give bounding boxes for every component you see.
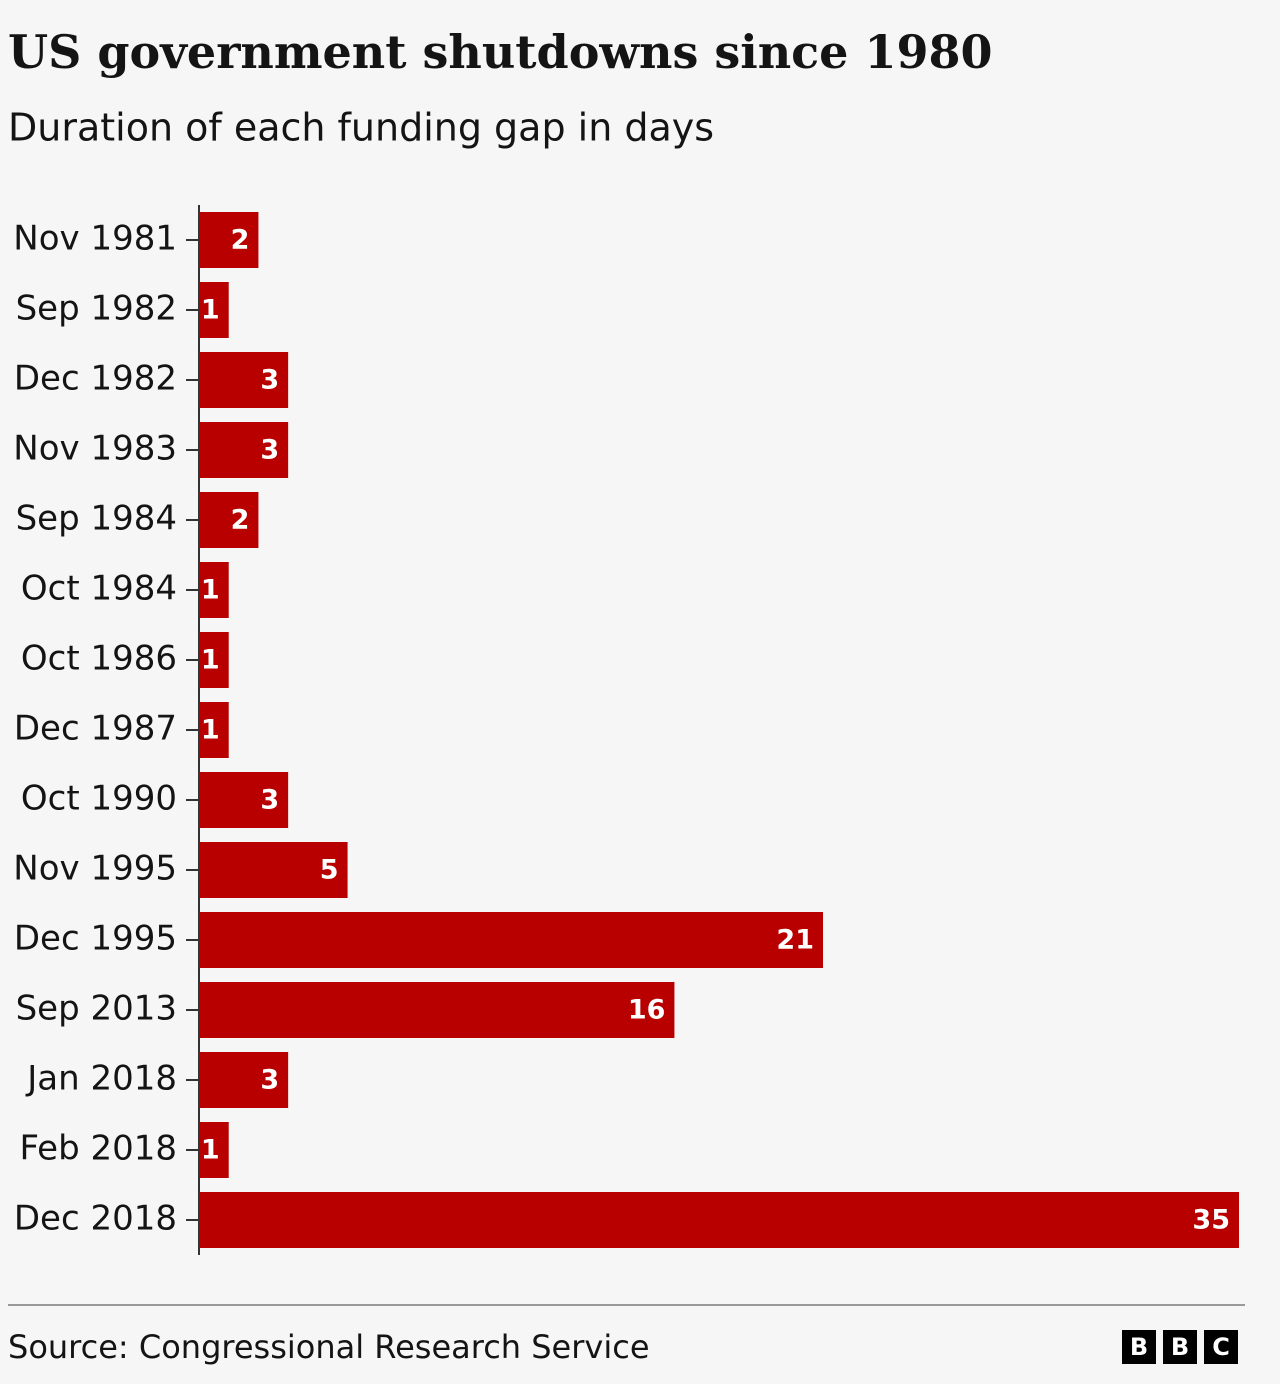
bar: [199, 562, 229, 618]
logo-letter: B: [1171, 1333, 1189, 1361]
value-label: 2: [231, 505, 250, 536]
value-label: 1: [201, 645, 220, 676]
bar: [199, 212, 259, 268]
value-label: 35: [1192, 1205, 1230, 1236]
y-tick-label: Nov 1981: [13, 219, 177, 259]
bar: [199, 1052, 289, 1108]
bar: [199, 842, 348, 898]
bar: [199, 982, 675, 1038]
value-label: 3: [260, 785, 279, 816]
bar: [199, 282, 229, 338]
logo-box: [1122, 1330, 1156, 1364]
value-label: 1: [201, 715, 220, 746]
chart-title: US government shutdowns since 1980: [8, 25, 993, 79]
bar: [199, 632, 229, 688]
value-label: 1: [201, 1135, 220, 1166]
y-tick-label: Nov 1995: [13, 849, 177, 889]
value-label: 3: [260, 365, 279, 396]
value-label: 21: [776, 925, 814, 956]
value-label: 1: [201, 295, 220, 326]
bar: [199, 352, 289, 408]
y-tick-label: Feb 2018: [19, 1129, 177, 1169]
bar: [199, 492, 259, 548]
bar: [199, 1192, 1239, 1248]
y-tick-label: Sep 1984: [16, 499, 177, 539]
y-tick-label: Dec 1987: [14, 709, 177, 749]
bar: [199, 772, 289, 828]
bar: [199, 422, 289, 478]
y-tick-label: Dec 2018: [14, 1199, 177, 1239]
bar: [199, 912, 823, 968]
y-tick-label: Oct 1990: [21, 779, 177, 819]
value-label: 3: [260, 1065, 279, 1096]
y-tick-label: Dec 1982: [14, 359, 177, 399]
y-tick-label: Nov 1983: [13, 429, 177, 469]
y-tick-label: Jan 2018: [25, 1059, 177, 1099]
y-tick-label: Oct 1984: [21, 569, 177, 609]
logo-box: [1204, 1330, 1238, 1364]
y-tick-label: Sep 1982: [16, 289, 177, 329]
value-label: 1: [201, 575, 220, 606]
value-label: 5: [320, 855, 339, 886]
y-tick-label: Oct 1986: [21, 639, 177, 679]
chart-subtitle: Duration of each funding gap in days: [8, 106, 714, 150]
y-tick-label: Sep 2013: [16, 989, 177, 1029]
bar: [199, 1122, 229, 1178]
value-label: 2: [231, 225, 250, 256]
bar: [199, 702, 229, 758]
logo-letter: B: [1130, 1333, 1148, 1361]
y-tick-label: Dec 1995: [14, 919, 177, 959]
source: Source: Congressional Research Service: [8, 1328, 650, 1366]
value-label: 3: [260, 435, 279, 466]
logo-box: [1163, 1330, 1197, 1364]
logo-letter: C: [1212, 1333, 1230, 1361]
value-label: 16: [628, 995, 666, 1026]
